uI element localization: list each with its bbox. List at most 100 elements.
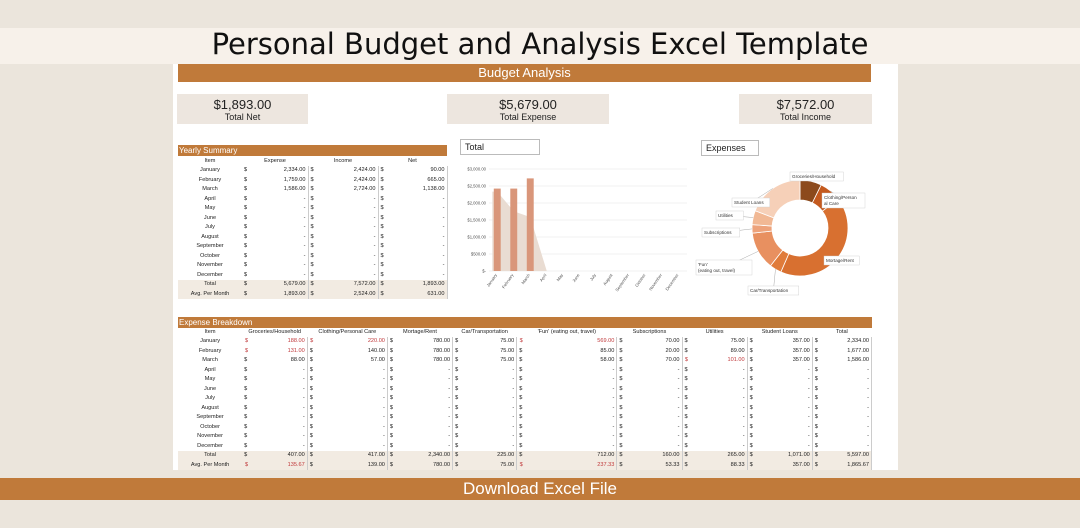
currency-symbol: $ (308, 279, 316, 289)
currency-symbol: $ (244, 404, 248, 411)
table-cell: 160.00 (624, 450, 683, 460)
currency-symbol: $ (308, 289, 316, 299)
currency-symbol: $ (749, 414, 753, 421)
kpi-value: $7,572.00 (776, 97, 835, 112)
currency-symbol: $ (749, 366, 753, 373)
currency-symbol: $ (310, 195, 314, 202)
currency-symbol: $ (389, 423, 394, 430)
currency-symbol: $ (307, 450, 316, 460)
table-cell: - (316, 232, 379, 242)
table-cell: - (395, 365, 454, 375)
table-cell: 712.00 (524, 450, 618, 460)
table-cell: - (624, 441, 683, 451)
currency-symbol: $ (749, 404, 753, 411)
row-label: May (204, 205, 216, 212)
currency-symbol: $ (244, 233, 248, 240)
row-label: April (204, 195, 216, 202)
currency-symbol: $ (389, 395, 394, 402)
table-cell: - (315, 431, 388, 441)
table-cell: - (250, 374, 308, 384)
table-cell: 780.00 (395, 336, 454, 346)
currency-symbol: $ (244, 176, 248, 183)
table-cell: - (820, 393, 873, 403)
currency-symbol: $ (309, 347, 313, 354)
currency-symbol: $ (309, 442, 313, 449)
table-cell: - (250, 270, 309, 280)
table-cell: - (524, 412, 618, 422)
currency-symbol: $ (389, 433, 394, 440)
row-label: Avg. Per Month (178, 289, 242, 299)
bar-february (510, 188, 518, 271)
table-row: Total $407.00 $417.00 $2,340.00 $225.00 $712.… (178, 450, 873, 460)
table-cell: 780.00 (395, 460, 454, 470)
table-cell: - (755, 374, 813, 384)
currency-symbol: $ (389, 347, 394, 354)
currency-symbol: $ (682, 450, 691, 460)
currency-symbol: $ (619, 414, 623, 421)
currency-symbol: $ (310, 224, 314, 231)
table-cell: 70.00 (624, 355, 683, 365)
table-cell: 75.00 (460, 346, 518, 356)
table-cell: - (690, 365, 748, 375)
bottom-band (0, 500, 1080, 528)
table-row: January $188.00 $220.00 $780.00 $75.00 $569.0… (178, 336, 873, 346)
table-cell: 220.00 (315, 336, 388, 346)
currency-symbol: $ (387, 450, 396, 460)
table-cell: 357.00 (755, 336, 813, 346)
currency-symbol: $ (455, 404, 459, 411)
table-cell: 2,334.00 (250, 165, 309, 175)
column-header: Utilities (705, 328, 724, 335)
kpi-total-income: $7,572.00 Total Income (739, 94, 872, 124)
table-cell: 1,677.00 (820, 346, 873, 356)
table-cell: 1,071.00 (755, 450, 813, 460)
table-cell: - (250, 393, 308, 403)
table-cell: 357.00 (755, 460, 813, 470)
table-cell: - (395, 441, 454, 451)
table-header-row: Item Groceries/Household Clothing/Personal… (178, 327, 872, 337)
callout-box (701, 227, 740, 238)
currency-symbol: $ (242, 450, 251, 460)
currency-symbol: $ (519, 385, 523, 392)
currency-symbol: $ (519, 442, 523, 449)
table-cell: - (624, 393, 683, 403)
table-cell: - (755, 431, 813, 441)
table-cell: 140.00 (315, 346, 388, 356)
column-header: 'Fun' (eating out, travel) (537, 328, 596, 335)
table-cell: - (316, 270, 379, 280)
currency-symbol: $ (455, 433, 459, 440)
row-label: July (205, 395, 216, 402)
table-cell: - (820, 374, 873, 384)
table-cell: - (690, 412, 748, 422)
table-cell: - (315, 374, 388, 384)
row-label: December (197, 442, 223, 449)
table-row: June $ - $ - $ - (178, 213, 448, 223)
table-row: May $ - $ - $ - $ - $ - $ - $ - $ - $ - (178, 374, 873, 384)
table-cell: 58.00 (524, 355, 618, 365)
slice-label: Car/Transportation (750, 288, 789, 293)
row-label: June (203, 214, 217, 221)
currency-symbol: $ (309, 423, 313, 430)
table-cell: 88.33 (690, 460, 748, 470)
x-tick-label: November (648, 272, 664, 291)
currency-symbol: $ (519, 433, 523, 440)
currency-symbol: $ (244, 366, 248, 373)
x-tick-label: March (520, 272, 531, 285)
currency-symbol: $ (455, 347, 459, 354)
currency-symbol: $ (452, 450, 461, 460)
currency-symbol: $ (380, 214, 384, 221)
currency-symbol: $ (309, 404, 313, 411)
table-row: October $ - $ - $ - (178, 251, 448, 261)
currency-symbol: $ (242, 289, 250, 299)
x-tick-label: May (555, 272, 564, 282)
table-cell: - (524, 431, 618, 441)
currency-symbol: $ (244, 414, 248, 421)
callout-box (823, 255, 860, 266)
currency-symbol: $ (380, 262, 384, 269)
currency-symbol: $ (814, 347, 818, 354)
table-cell: - (624, 365, 683, 375)
table-cell: - (250, 260, 309, 270)
currency-symbol: $ (307, 460, 316, 470)
table-cell: - (755, 384, 813, 394)
currency-symbol: $ (244, 395, 248, 402)
download-excel-button[interactable]: Download Excel File (0, 478, 1080, 500)
